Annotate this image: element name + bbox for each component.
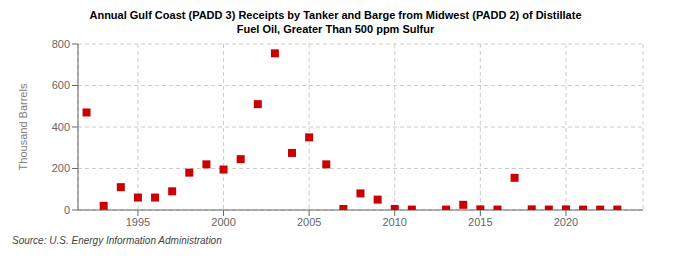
html-text:Fuel Oil, Greater Than 500 ppm: Fuel Oil, Greater Than 500 ppm Sulfur: [236, 23, 435, 35]
svg-text:2005: 2005: [297, 216, 321, 228]
svg-text:400: 400: [52, 121, 70, 133]
svg-text:2010: 2010: [383, 216, 407, 228]
svg-text:0: 0: [64, 204, 70, 216]
svg-text:1995: 1995: [126, 216, 150, 228]
svg-text:800: 800: [52, 38, 70, 50]
svg-text:2000: 2000: [211, 216, 235, 228]
svg-text:200: 200: [52, 162, 70, 174]
svg-text:Thousand Barrels: Thousand Barrels: [17, 83, 29, 170]
html-text:Source: U.S. Energy Informatio: Source: U.S. Energy Information Administ…: [12, 235, 222, 246]
svg-text:2020: 2020: [554, 216, 578, 228]
svg-text:2015: 2015: [468, 216, 492, 228]
svg-text:600: 600: [52, 79, 70, 91]
html-text:Annual Gulf Coast (PADD 3) Rec: Annual Gulf Coast (PADD 3) Receipts by T…: [89, 9, 582, 21]
